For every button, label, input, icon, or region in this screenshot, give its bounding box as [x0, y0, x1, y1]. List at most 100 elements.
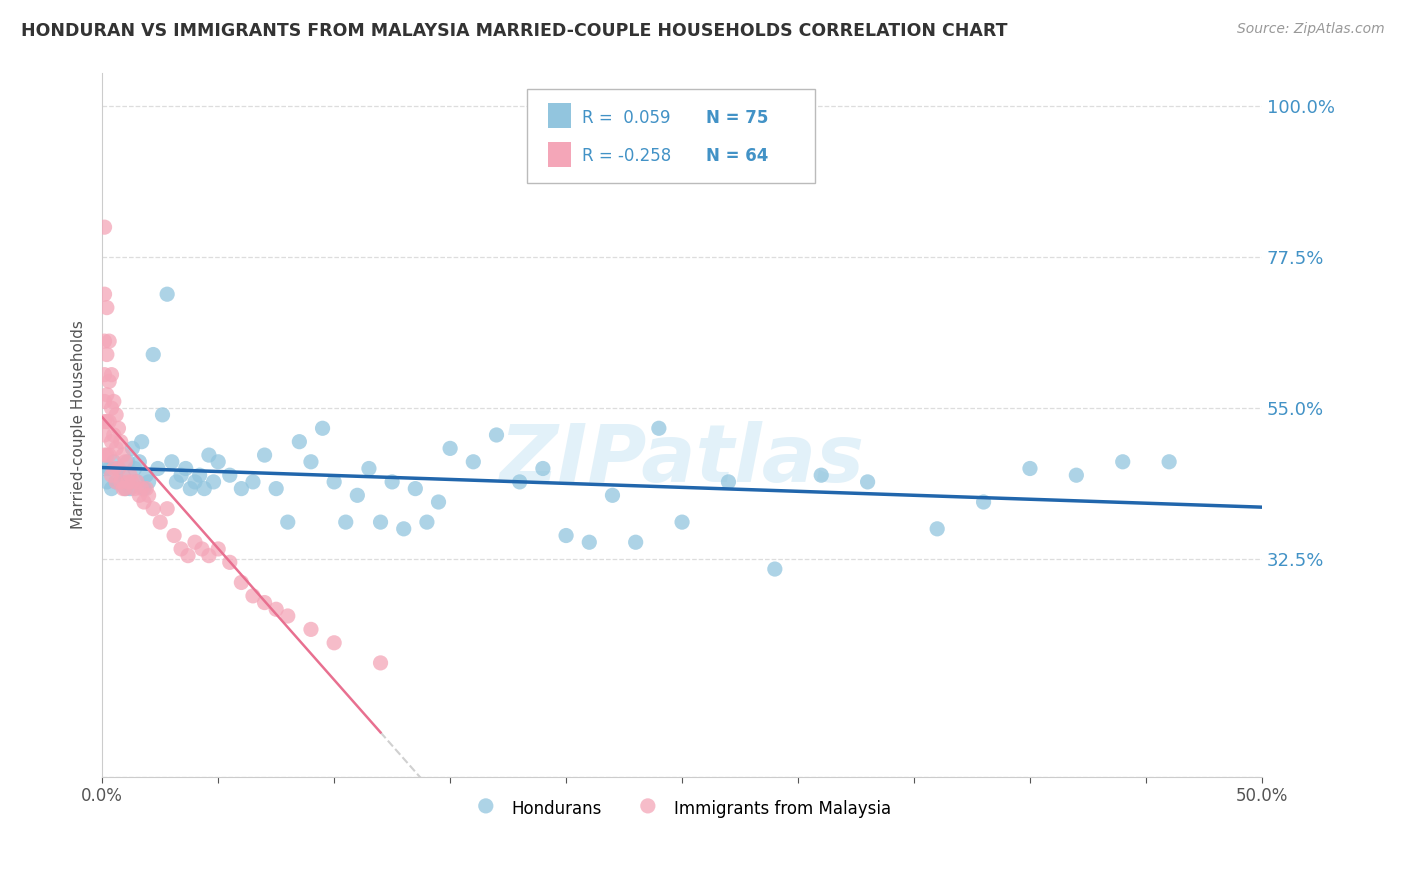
Immigrants from Malaysia: [114, 482, 136, 496]
Hondurans: [131, 434, 153, 449]
Hondurans: [114, 482, 136, 496]
Immigrants from Malaysia: [110, 434, 132, 449]
Text: R = -0.258: R = -0.258: [582, 147, 671, 165]
Immigrants from Malaysia: [149, 515, 172, 529]
Hondurans: [242, 475, 264, 489]
Immigrants from Malaysia: [264, 602, 287, 616]
Immigrants from Malaysia: [93, 287, 115, 301]
Immigrants from Malaysia: [128, 488, 150, 502]
Immigrants from Malaysia: [93, 220, 115, 235]
Hondurans: [602, 488, 624, 502]
Hondurans: [856, 475, 879, 489]
Hondurans: [264, 482, 287, 496]
Immigrants from Malaysia: [184, 535, 207, 549]
Hondurans: [648, 421, 671, 435]
Hondurans: [231, 482, 253, 496]
Immigrants from Malaysia: [93, 415, 115, 429]
Hondurans: [188, 468, 211, 483]
Immigrants from Malaysia: [110, 475, 132, 489]
Hondurans: [179, 482, 201, 496]
Immigrants from Malaysia: [105, 475, 128, 489]
Hondurans: [253, 448, 276, 462]
Immigrants from Malaysia: [198, 549, 221, 563]
Hondurans: [202, 475, 225, 489]
Hondurans: [128, 455, 150, 469]
Hondurans: [335, 515, 357, 529]
Immigrants from Malaysia: [142, 501, 165, 516]
Hondurans: [717, 475, 740, 489]
Immigrants from Malaysia: [177, 549, 200, 563]
Hondurans: [416, 515, 439, 529]
Immigrants from Malaysia: [93, 448, 115, 462]
Hondurans: [1066, 468, 1088, 483]
Immigrants from Malaysia: [218, 555, 240, 569]
Immigrants from Malaysia: [112, 448, 135, 462]
Immigrants from Malaysia: [107, 421, 129, 435]
Immigrants from Malaysia: [98, 334, 121, 348]
Text: N = 75: N = 75: [706, 109, 768, 127]
Hondurans: [198, 448, 221, 462]
Hondurans: [763, 562, 786, 576]
Hondurans: [404, 482, 426, 496]
Immigrants from Malaysia: [100, 368, 122, 382]
Immigrants from Malaysia: [117, 475, 139, 489]
Immigrants from Malaysia: [103, 394, 125, 409]
Immigrants from Malaysia: [242, 589, 264, 603]
Hondurans: [165, 475, 187, 489]
Immigrants from Malaysia: [114, 455, 136, 469]
Hondurans: [174, 461, 197, 475]
Immigrants from Malaysia: [105, 442, 128, 456]
Immigrants from Malaysia: [131, 482, 153, 496]
Hondurans: [439, 442, 461, 456]
Immigrants from Malaysia: [100, 401, 122, 416]
Hondurans: [311, 421, 333, 435]
Hondurans: [124, 461, 146, 475]
Immigrants from Malaysia: [231, 575, 253, 590]
Immigrants from Malaysia: [96, 301, 118, 315]
Immigrants from Malaysia: [98, 375, 121, 389]
Immigrants from Malaysia: [253, 596, 276, 610]
Hondurans: [463, 455, 485, 469]
Hondurans: [346, 488, 368, 502]
Hondurans: [810, 468, 832, 483]
Hondurans: [112, 468, 135, 483]
Immigrants from Malaysia: [96, 347, 118, 361]
Immigrants from Malaysia: [163, 528, 186, 542]
Immigrants from Malaysia: [105, 408, 128, 422]
Hondurans: [152, 408, 174, 422]
Immigrants from Malaysia: [107, 461, 129, 475]
Immigrants from Malaysia: [96, 448, 118, 462]
Hondurans: [671, 515, 693, 529]
Hondurans: [93, 461, 115, 475]
Hondurans: [103, 455, 125, 469]
Hondurans: [531, 461, 554, 475]
Hondurans: [121, 442, 143, 456]
Hondurans: [170, 468, 193, 483]
Hondurans: [110, 475, 132, 489]
Immigrants from Malaysia: [93, 428, 115, 442]
Immigrants from Malaysia: [96, 415, 118, 429]
Hondurans: [193, 482, 215, 496]
Hondurans: [117, 455, 139, 469]
Text: R =  0.059: R = 0.059: [582, 109, 671, 127]
Immigrants from Malaysia: [191, 541, 214, 556]
Hondurans: [100, 482, 122, 496]
Immigrants from Malaysia: [135, 482, 157, 496]
Hondurans: [509, 475, 531, 489]
Hondurans: [207, 455, 229, 469]
Hondurans: [107, 461, 129, 475]
Hondurans: [323, 475, 346, 489]
Hondurans: [118, 482, 141, 496]
Hondurans: [927, 522, 949, 536]
Hondurans: [485, 428, 508, 442]
Hondurans: [98, 461, 121, 475]
Text: HONDURAN VS IMMIGRANTS FROM MALAYSIA MARRIED-COUPLE HOUSEHOLDS CORRELATION CHART: HONDURAN VS IMMIGRANTS FROM MALAYSIA MAR…: [21, 22, 1008, 40]
Immigrants from Malaysia: [207, 541, 229, 556]
Hondurans: [105, 475, 128, 489]
Immigrants from Malaysia: [93, 334, 115, 348]
Immigrants from Malaysia: [118, 468, 141, 483]
Immigrants from Malaysia: [170, 541, 193, 556]
Immigrants from Malaysia: [98, 415, 121, 429]
Immigrants from Malaysia: [100, 468, 122, 483]
Immigrants from Malaysia: [370, 656, 392, 670]
